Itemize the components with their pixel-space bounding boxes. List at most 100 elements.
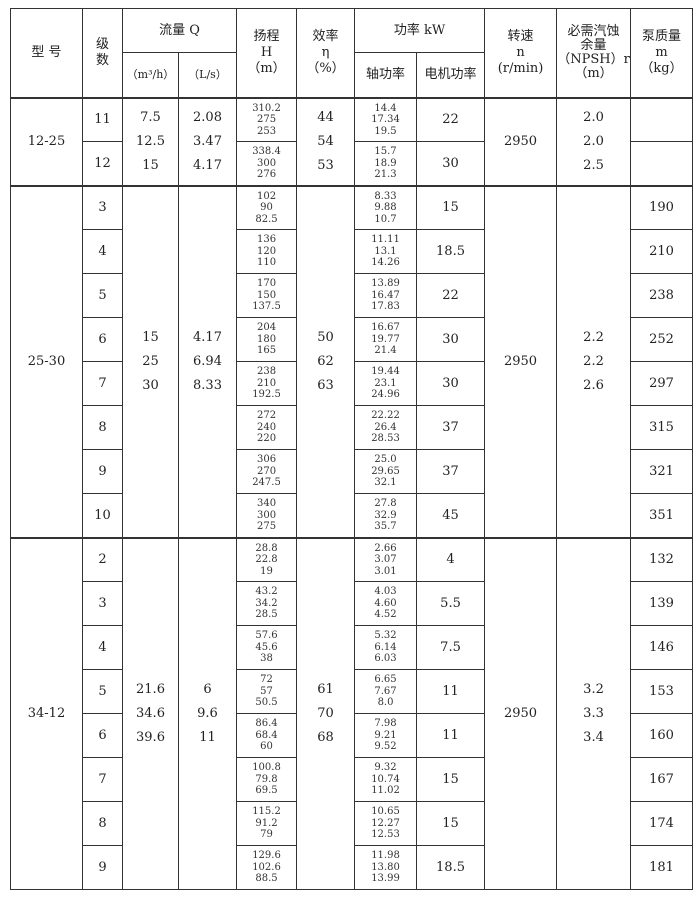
motor-power-cell: 30 [416,361,486,406]
flow-ls-cell-value: 2.08 [193,109,222,125]
head-cell-value: 102 [256,190,277,202]
mass-cell: 315 [630,405,694,450]
efficiency-cell: 61 70 68 [296,536,356,890]
shaft-power-cell-value: 23.1 [374,377,397,389]
npsh-cell: 2.0 2.0 2.5 [556,96,632,186]
head-cell-value: 50.5 [255,697,278,709]
shaft-power-cell-value: 16.47 [371,289,400,301]
efficiency-cell-value: 63 [317,377,334,393]
shaft-power-cell: 16.67 19.77 21.4 [354,317,418,362]
head-cell-value: 300 [256,157,277,169]
table-row: 9 129.6 102.6 88.5 11.98 13.80 13.99 18.5 181 [11,845,694,890]
efficiency-cell-value: 50 [317,329,334,345]
head-cell-value: 180 [256,333,277,345]
header-model: 型 号 [10,8,83,98]
shaft-power-cell-value: 6.14 [374,641,397,653]
mass-cell: 351 [630,493,694,538]
npsh-cell-value: 2.5 [583,157,604,173]
motor-power-cell: 30 [416,317,486,362]
head-cell-value: 220 [256,433,277,445]
motor-power-cell: 11 [416,669,486,714]
motor-power-cell: 22 [416,96,486,142]
table-row: 7 100.8 79.8 69.5 9.32 10.74 11.02 15 167 [11,757,694,802]
head-cell-value: 165 [256,345,277,357]
mass-cell: 252 [630,317,694,362]
shaft-power-cell-value: 32.9 [374,509,397,521]
shaft-power-cell-value: 13.99 [371,873,400,885]
mass-cell [630,96,694,142]
model-cell: 12-25 [10,96,83,186]
header-npsh: 必需汽蚀 余量 （NPSH）r （m） [556,8,632,98]
table-row: 34-12 2 21.6 34.6 39.6 6 9.6 11 28.8 22.8 19 61 70 68… [10,536,694,890]
shaft-power-cell-value: 11.11 [371,234,400,246]
shaft-power-cell-value: 6.65 [374,674,397,686]
head-cell-value: 43.2 [255,586,278,598]
table-row: 6 86.4 68.4 60 7.98 9.21 9.52 11 160 [11,713,694,758]
speed-cell: 2950 [484,96,558,186]
head-cell-value: 57 [260,685,273,697]
head-cell-value: 150 [256,289,277,301]
head-cell: 43.2 34.2 28.5 [236,581,298,626]
flow-m3h-cell-value: 39.6 [136,729,165,745]
head-cell-value: 192.5 [252,389,281,401]
motor-power-cell: 15 [416,757,486,802]
shaft-power-cell-value: 15.7 [374,146,397,157]
efficiency-cell-value: 61 [317,681,334,697]
flow-m3h-cell-value: 12.5 [136,133,165,149]
shaft-power-cell-value: 17.83 [371,301,400,313]
shaft-power-cell-value: 6.03 [374,653,397,665]
header-stages: 级 数 [82,8,123,98]
mass-cell: 139 [630,581,694,626]
shaft-power-cell: 2.66 3.07 3.01 [354,536,418,582]
shaft-power-cell-value: 11.02 [371,785,400,797]
stage-cell: 12 [82,141,123,186]
npsh-cell-value: 2.2 [583,353,604,369]
shaft-power-cell: 22.22 26.4 28.53 [354,405,418,450]
stage-cell: 4 [82,229,123,274]
head-cell-value: 28.5 [255,609,278,621]
header-power: 功率 kW [354,8,486,53]
head-cell: 72 57 50.5 [236,669,298,714]
shaft-power-cell-value: 19.5 [374,125,397,137]
head-cell-value: 28.8 [255,542,278,554]
header-flow-m3h: （m³/h） [122,52,179,98]
head-cell: 338.4 300 276 [236,141,298,186]
shaft-power-cell-value: 19.44 [371,366,400,378]
motor-power-cell: 11 [416,713,486,758]
npsh-cell-value: 2.6 [583,377,604,393]
shaft-power-cell-value: 4.03 [374,586,397,598]
stage-cell: 6 [82,713,123,758]
shaft-power-cell-value: 13.80 [371,861,400,873]
flow-ls-cell-value: 11 [199,729,216,745]
speed-cell: 2950 [484,536,558,890]
shaft-power-cell-value: 18.9 [374,157,397,169]
table-row: 25-30 3 15 25 30 4.17 6.94 8.33 102 90 82.5 50 62 63 8… [10,184,694,538]
stage-cell: 3 [82,184,123,230]
shaft-power-cell-value: 7.98 [374,718,397,730]
head-cell-value: 38 [260,653,273,665]
head-cell: 57.6 45.6 38 [236,625,298,670]
mass-cell: 132 [630,536,694,582]
head-cell-value: 238 [256,366,277,378]
shaft-power-cell-value: 32.1 [374,477,397,489]
head-cell-value: 338.4 [252,146,281,157]
mass-cell [630,141,694,186]
shaft-power-cell-value: 25.0 [374,454,397,466]
head-cell: 28.8 22.8 19 [236,536,298,582]
shaft-power-cell-value: 10.74 [371,773,400,785]
efficiency-cell-value: 53 [317,157,334,173]
flow-ls-cell-value: 6.94 [193,353,222,369]
head-cell-value: 88.5 [255,873,278,885]
shaft-power-cell-value: 9.88 [374,202,397,213]
shaft-power-cell-value: 14.4 [374,102,397,114]
flow-m3h-cell: 15 25 30 [122,184,179,538]
motor-power-cell: 15 [416,801,486,846]
mass-cell: 181 [630,845,694,890]
stage-cell: 7 [82,757,123,802]
head-cell-value: 300 [256,509,277,521]
flow-m3h-cell-value: 30 [142,377,159,393]
head-cell-value: 270 [256,465,277,477]
shaft-power-cell-value: 17.34 [371,114,400,125]
shaft-power-cell: 14.4 17.34 19.5 [354,96,418,142]
shaft-power-cell-value: 10.7 [374,213,397,225]
